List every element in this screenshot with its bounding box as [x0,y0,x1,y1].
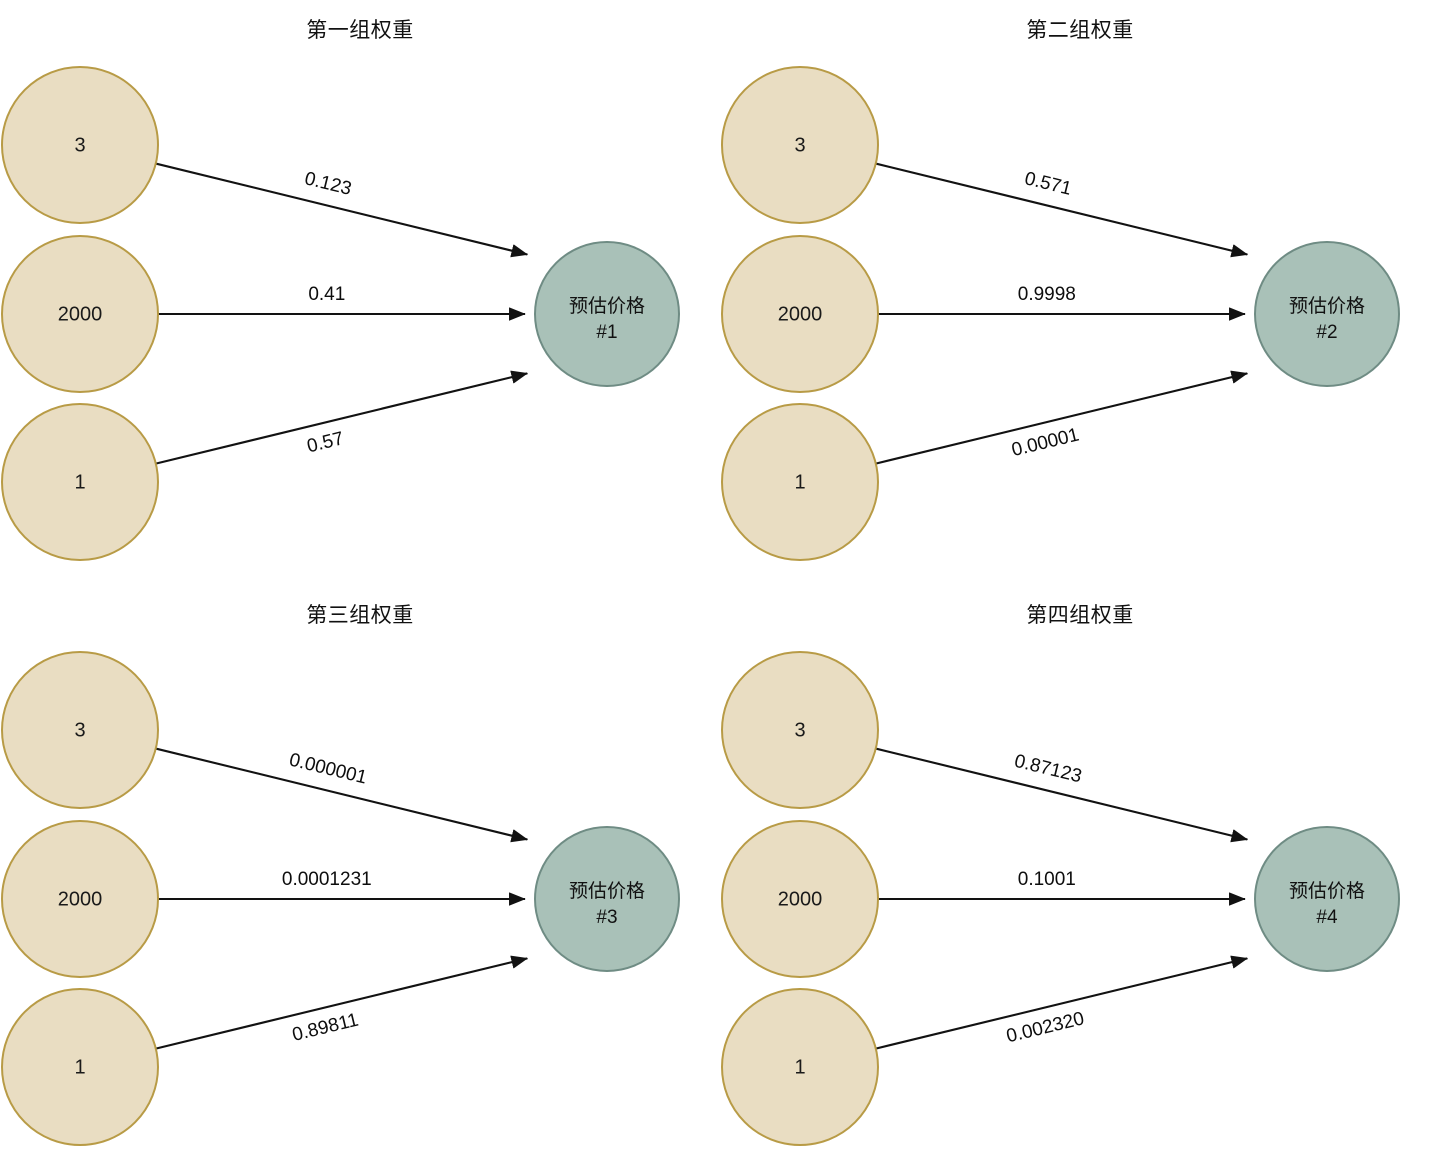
input-node-circle[interactable] [721,403,879,561]
panel-title: 第一组权重 [306,19,414,42]
input-node-circle[interactable] [1,820,159,978]
edge-line [155,162,529,258]
edge-3: 0.002320 [875,955,1249,1050]
edge-1: 0.123 [155,162,529,258]
edge-line [155,747,529,843]
output-node-circle[interactable] [1254,826,1400,972]
edge-weight-label: 0.9998 [1018,284,1076,305]
edge-weight-label: 0.87123 [1012,751,1084,788]
edge-line [155,370,529,465]
edge-weight-label: 0.89811 [290,1010,360,1046]
edge-weight-label: 0.0001231 [282,869,372,890]
weight-panel-2: 第二组权重 0.571 0.9998 0.00001 3 2000 1 预估价格 #2 [720,0,1440,585]
output-node[interactable]: 预估价格 #4 [1254,826,1400,972]
edge-line [155,955,529,1050]
input-node-circle[interactable] [721,988,879,1146]
edge-2: 0.41 [158,284,526,321]
input-node-1[interactable]: 3 [1,66,159,224]
edge-3: 0.89811 [155,955,529,1050]
weight-panel-3: 第三组权重 0.000001 0.0001231 0.89811 3 2000 1 预估价格 #… [0,585,720,1170]
edge-line [875,955,1249,1050]
edge-1: 0.000001 [155,747,529,843]
output-node-index: #4 [1316,907,1338,928]
edge-weight-label: 0.57 [305,428,346,457]
input-node-label: 2000 [58,303,103,325]
edge-2: 0.9998 [878,284,1246,321]
input-node-circle[interactable] [1,988,159,1146]
edge-line [875,747,1249,843]
input-node-3[interactable]: 1 [721,403,879,561]
input-node-circle[interactable] [721,235,879,393]
edge-1: 0.571 [875,162,1249,258]
output-node[interactable]: 预估价格 #2 [1254,241,1400,387]
weight-panel-1: 第一组权重 0.123 0.41 0.57 3 2000 1 预估价格 #1 [0,0,720,585]
output-node-index: #3 [596,907,617,928]
output-node-label: 预估价格 [569,880,645,902]
edge-line [875,370,1249,465]
output-node-label: 预估价格 [1289,880,1365,902]
input-node-label: 3 [794,719,805,741]
output-node[interactable]: 预估价格 #3 [534,826,680,972]
weight-panel-4: 第四组权重 0.87123 0.1001 0.002320 3 2000 1 预估价格 #4 [720,585,1440,1170]
edge-weight-label: 0.00001 [1010,424,1082,461]
edge-line [875,162,1249,258]
edge-1: 0.87123 [875,747,1249,843]
input-node-label: 1 [74,1056,85,1078]
panel-graph: 0.571 0.9998 0.00001 3 2000 1 预估价格 #2 [721,66,1400,561]
input-node-label: 3 [74,719,85,741]
output-node-index: #1 [596,322,617,343]
panel-graph: 0.000001 0.0001231 0.89811 3 2000 1 预估价格 #3 [1,651,680,1146]
edge-weight-label: 0.41 [308,284,345,305]
panel-title: 第三组权重 [306,604,414,627]
panel-title: 第二组权重 [1026,19,1134,42]
input-node-circle[interactable] [721,820,879,978]
input-node-label: 2000 [778,303,823,325]
input-node-2[interactable]: 2000 [1,820,159,978]
input-node-2[interactable]: 2000 [721,235,879,393]
input-node-circle[interactable] [1,66,159,224]
output-node-index: #2 [1316,322,1337,343]
input-node-label: 1 [794,1056,805,1078]
output-node-circle[interactable] [1254,241,1400,387]
input-node-label: 1 [74,471,85,493]
input-node-3[interactable]: 1 [1,988,159,1146]
edge-3: 0.57 [155,370,529,465]
input-node-2[interactable]: 2000 [721,820,879,978]
edge-weight-label: 0.1001 [1018,869,1076,890]
edge-weight-label: 0.123 [302,168,353,200]
input-node-label: 2000 [778,888,823,910]
edge-2: 0.1001 [878,869,1246,906]
input-node-label: 2000 [58,888,103,910]
input-node-label: 3 [74,134,85,156]
input-node-label: 3 [794,134,805,156]
input-node-circle[interactable] [1,235,159,393]
panel-graph: 0.123 0.41 0.57 3 2000 1 预估价格 #1 [1,66,680,561]
input-node-2[interactable]: 2000 [1,235,159,393]
input-node-label: 1 [794,471,805,493]
edge-weight-label: 0.571 [1022,168,1073,200]
input-node-3[interactable]: 1 [721,988,879,1146]
panel-title: 第四组权重 [1026,604,1134,627]
input-node-3[interactable]: 1 [1,403,159,561]
output-node-label: 预估价格 [569,295,645,317]
input-node-circle[interactable] [1,651,159,809]
output-node[interactable]: 预估价格 #1 [534,241,680,387]
edge-2: 0.0001231 [158,869,526,906]
output-node-circle[interactable] [534,826,680,972]
output-node-label: 预估价格 [1289,295,1365,317]
input-node-1[interactable]: 3 [721,651,879,809]
edge-3: 0.00001 [875,370,1249,465]
output-node-circle[interactable] [534,241,680,387]
input-node-circle[interactable] [721,651,879,809]
input-node-1[interactable]: 3 [1,651,159,809]
panel-graph: 0.87123 0.1001 0.002320 3 2000 1 预估价格 #4 [721,651,1400,1146]
input-node-circle[interactable] [721,66,879,224]
input-node-circle[interactable] [1,403,159,561]
input-node-1[interactable]: 3 [721,66,879,224]
